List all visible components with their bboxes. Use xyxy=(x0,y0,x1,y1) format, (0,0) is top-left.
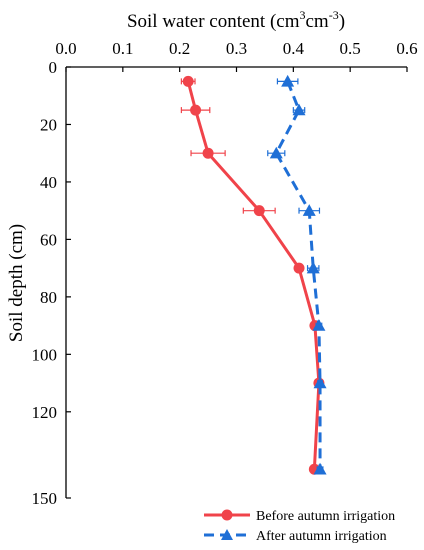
data-point xyxy=(269,146,283,159)
series-line xyxy=(186,80,321,470)
x-tick-label: 0.0 xyxy=(55,39,76,58)
x-ticks: 0.0 0.1 0.2 0.3 0.4 0.5 0.6 xyxy=(55,39,418,72)
data-point xyxy=(281,74,295,87)
data-point xyxy=(313,376,327,389)
y-tick-label: 120 xyxy=(32,403,58,422)
y-tick-label: 0 xyxy=(49,58,58,77)
data-point xyxy=(306,261,320,274)
y-axis-title: Soil depth (cm) xyxy=(6,224,27,342)
data-point xyxy=(292,103,306,116)
legend-marker-before xyxy=(221,509,233,521)
data-point xyxy=(202,147,214,159)
x-tick-label: 0.1 xyxy=(112,39,133,58)
x-axis-title: Soil water content (cm3cm-3) xyxy=(127,8,345,32)
data-point xyxy=(253,205,265,217)
series-before xyxy=(180,75,325,475)
x-tick-label: 0.4 xyxy=(283,39,305,58)
series-layer xyxy=(180,74,327,475)
x-tick-label: 0.6 xyxy=(396,39,417,58)
series-line xyxy=(274,80,322,470)
y-tick-label: 150 xyxy=(32,489,58,508)
y-tick-label: 60 xyxy=(40,230,57,249)
legend-entry-after: After autumn irrigation xyxy=(204,529,387,544)
y-tick-label: 80 xyxy=(40,288,57,307)
y-tick-label: 40 xyxy=(40,173,57,192)
data-point xyxy=(302,204,316,216)
data-point xyxy=(182,75,194,87)
y-ticks: 0 20 40 60 80 100 120 150 xyxy=(32,58,71,508)
data-point xyxy=(312,319,326,331)
series-after xyxy=(267,74,327,475)
legend: Before autumn irrigation After autumn ir… xyxy=(204,509,395,544)
data-point xyxy=(293,262,305,274)
legend-label-before: Before autumn irrigation xyxy=(256,509,395,524)
x-tick-label: 0.5 xyxy=(340,39,361,58)
legend-label-after: After autumn irrigation xyxy=(256,529,387,544)
legend-entry-before: Before autumn irrigation xyxy=(204,509,395,524)
data-point xyxy=(190,104,202,116)
x-tick-label: 0.3 xyxy=(226,39,247,58)
y-tick-label: 100 xyxy=(32,345,58,364)
legend-marker-after xyxy=(221,529,233,540)
x-tick-label: 0.2 xyxy=(169,39,190,58)
y-tick-label: 20 xyxy=(40,115,57,134)
data-point xyxy=(313,462,327,475)
